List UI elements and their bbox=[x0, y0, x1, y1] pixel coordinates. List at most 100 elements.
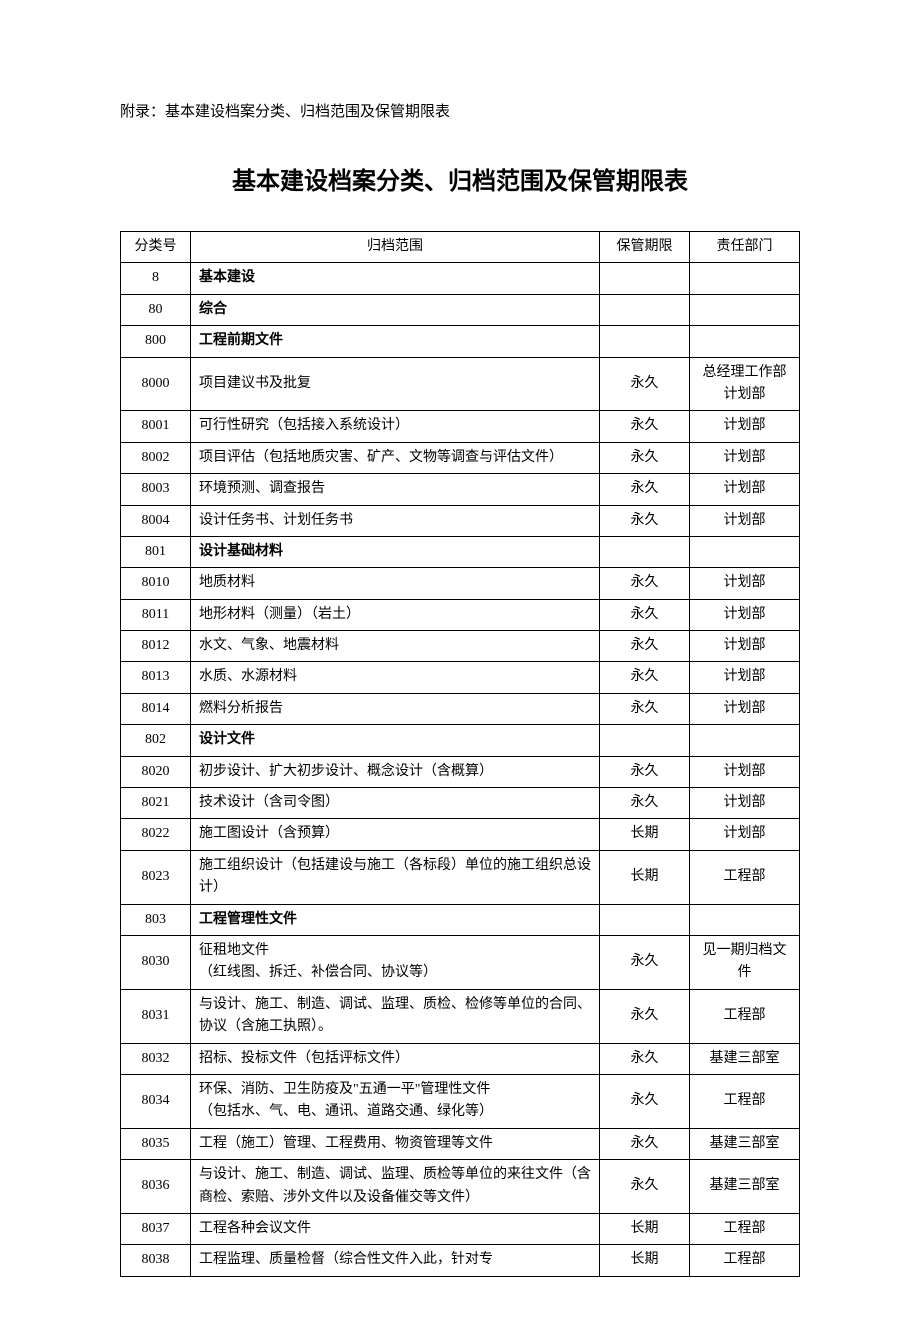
cell-period bbox=[600, 263, 690, 294]
table-row: 8031与设计、施工、制造、调试、监理、质检、检修等单位的合同、协议（含施工执照… bbox=[121, 989, 800, 1043]
table-row: 8003环境预测、调查报告永久计划部 bbox=[121, 474, 800, 505]
cell-scope: 工程管理性文件 bbox=[191, 904, 600, 935]
cell-scope: 燃料分析报告 bbox=[191, 693, 600, 724]
cell-period: 永久 bbox=[600, 662, 690, 693]
cell-code: 8020 bbox=[121, 756, 191, 787]
table-row: 8038工程监理、质量检督（综合性文件入此，针对专长期工程部 bbox=[121, 1245, 800, 1276]
table-row: 8020初步设计、扩大初步设计、概念设计（含概算）永久计划部 bbox=[121, 756, 800, 787]
cell-period: 永久 bbox=[600, 474, 690, 505]
cell-period bbox=[600, 326, 690, 357]
cell-scope: 初步设计、扩大初步设计、概念设计（含概算） bbox=[191, 756, 600, 787]
cell-dept: 计划部 bbox=[690, 756, 800, 787]
cell-code: 8000 bbox=[121, 357, 191, 411]
cell-dept: 计划部 bbox=[690, 788, 800, 819]
cell-code: 8003 bbox=[121, 474, 191, 505]
cell-dept bbox=[690, 904, 800, 935]
cell-code: 8034 bbox=[121, 1074, 191, 1128]
cell-scope: 招标、投标文件（包括评标文件） bbox=[191, 1043, 600, 1074]
cell-period bbox=[600, 725, 690, 756]
cell-period: 永久 bbox=[600, 935, 690, 989]
table-row: 8034环保、消防、卫生防疫及"五通一平"管理性文件（包括水、气、电、通讯、道路… bbox=[121, 1074, 800, 1128]
cell-code: 8036 bbox=[121, 1160, 191, 1214]
cell-code: 8032 bbox=[121, 1043, 191, 1074]
cell-code: 80 bbox=[121, 294, 191, 325]
table-row: 8013水质、水源材料永久计划部 bbox=[121, 662, 800, 693]
cell-scope: 工程监理、质量检督（综合性文件入此，针对专 bbox=[191, 1245, 600, 1276]
cell-code: 8012 bbox=[121, 631, 191, 662]
cell-dept: 工程部 bbox=[690, 1245, 800, 1276]
table-row: 8021技术设计（含司令图）永久计划部 bbox=[121, 788, 800, 819]
table-header-row: 分类号 归档范围 保管期限 责任部门 bbox=[121, 232, 800, 263]
cell-code: 8031 bbox=[121, 989, 191, 1043]
cell-dept: 见一期归档文件 bbox=[690, 935, 800, 989]
cell-period: 永久 bbox=[600, 568, 690, 599]
cell-code: 8011 bbox=[121, 599, 191, 630]
cell-scope: 项目评估（包括地质灾害、矿产、文物等调查与评估文件） bbox=[191, 442, 600, 473]
cell-period: 长期 bbox=[600, 850, 690, 904]
cell-scope: 工程各种会议文件 bbox=[191, 1213, 600, 1244]
table-row: 8022施工图设计（含预算）长期计划部 bbox=[121, 819, 800, 850]
cell-dept: 计划部 bbox=[690, 568, 800, 599]
cell-scope: 技术设计（含司令图） bbox=[191, 788, 600, 819]
cell-period: 永久 bbox=[600, 631, 690, 662]
cell-dept: 工程部 bbox=[690, 850, 800, 904]
cell-dept: 工程部 bbox=[690, 989, 800, 1043]
cell-dept: 计划部 bbox=[690, 411, 800, 442]
cell-code: 8021 bbox=[121, 788, 191, 819]
cell-scope: 设计任务书、计划任务书 bbox=[191, 505, 600, 536]
header-dept: 责任部门 bbox=[690, 232, 800, 263]
cell-scope: 设计文件 bbox=[191, 725, 600, 756]
table-row: 800工程前期文件 bbox=[121, 326, 800, 357]
cell-code: 8004 bbox=[121, 505, 191, 536]
cell-scope: 与设计、施工、制造、调试、监理、质检、检修等单位的合同、协议（含施工执照）。 bbox=[191, 989, 600, 1043]
cell-period: 永久 bbox=[600, 788, 690, 819]
cell-dept: 计划部 bbox=[690, 693, 800, 724]
cell-period: 永久 bbox=[600, 599, 690, 630]
cell-scope: 施工组织设计（包括建设与施工（各标段）单位的施工组织总设计） bbox=[191, 850, 600, 904]
cell-dept bbox=[690, 725, 800, 756]
table-row: 8023施工组织设计（包括建设与施工（各标段）单位的施工组织总设计）长期工程部 bbox=[121, 850, 800, 904]
table-row: 8035工程（施工）管理、工程费用、物资管理等文件永久基建三部室 bbox=[121, 1128, 800, 1159]
cell-code: 8014 bbox=[121, 693, 191, 724]
cell-scope: 水文、气象、地震材料 bbox=[191, 631, 600, 662]
cell-dept: 基建三部室 bbox=[690, 1128, 800, 1159]
cell-period: 长期 bbox=[600, 1213, 690, 1244]
cell-period bbox=[600, 536, 690, 567]
cell-period: 永久 bbox=[600, 411, 690, 442]
cell-period: 永久 bbox=[600, 756, 690, 787]
cell-period: 长期 bbox=[600, 1245, 690, 1276]
cell-dept bbox=[690, 294, 800, 325]
cell-scope: 征租地文件（红线图、拆迁、补偿合同、协议等） bbox=[191, 935, 600, 989]
table-row: 802设计文件 bbox=[121, 725, 800, 756]
table-row: 8032招标、投标文件（包括评标文件）永久基建三部室 bbox=[121, 1043, 800, 1074]
cell-code: 8037 bbox=[121, 1213, 191, 1244]
cell-scope: 综合 bbox=[191, 294, 600, 325]
table-row: 803工程管理性文件 bbox=[121, 904, 800, 935]
cell-period: 永久 bbox=[600, 1074, 690, 1128]
table-row: 8基本建设 bbox=[121, 263, 800, 294]
cell-scope: 与设计、施工、制造、调试、监理、质检等单位的来往文件（含商检、索赔、涉外文件以及… bbox=[191, 1160, 600, 1214]
cell-scope: 地形材料（测量）（岩土） bbox=[191, 599, 600, 630]
cell-period: 长期 bbox=[600, 819, 690, 850]
table-row: 8000项目建议书及批复永久总经理工作部计划部 bbox=[121, 357, 800, 411]
cell-code: 8035 bbox=[121, 1128, 191, 1159]
cell-dept: 计划部 bbox=[690, 474, 800, 505]
cell-period: 永久 bbox=[600, 1128, 690, 1159]
cell-scope: 工程前期文件 bbox=[191, 326, 600, 357]
cell-period: 永久 bbox=[600, 442, 690, 473]
cell-code: 803 bbox=[121, 904, 191, 935]
cell-dept: 计划部 bbox=[690, 599, 800, 630]
cell-code: 8002 bbox=[121, 442, 191, 473]
cell-code: 8023 bbox=[121, 850, 191, 904]
table-row: 8036与设计、施工、制造、调试、监理、质检等单位的来往文件（含商检、索赔、涉外… bbox=[121, 1160, 800, 1214]
cell-code: 800 bbox=[121, 326, 191, 357]
cell-scope: 可行性研究（包括接入系统设计） bbox=[191, 411, 600, 442]
table-row: 8002项目评估（包括地质灾害、矿产、文物等调查与评估文件）永久计划部 bbox=[121, 442, 800, 473]
table-row: 8037工程各种会议文件长期工程部 bbox=[121, 1213, 800, 1244]
cell-period: 永久 bbox=[600, 693, 690, 724]
cell-dept: 计划部 bbox=[690, 662, 800, 693]
page-title: 基本建设档案分类、归档范围及保管期限表 bbox=[120, 161, 800, 196]
cell-code: 8030 bbox=[121, 935, 191, 989]
cell-code: 8001 bbox=[121, 411, 191, 442]
cell-dept: 工程部 bbox=[690, 1213, 800, 1244]
